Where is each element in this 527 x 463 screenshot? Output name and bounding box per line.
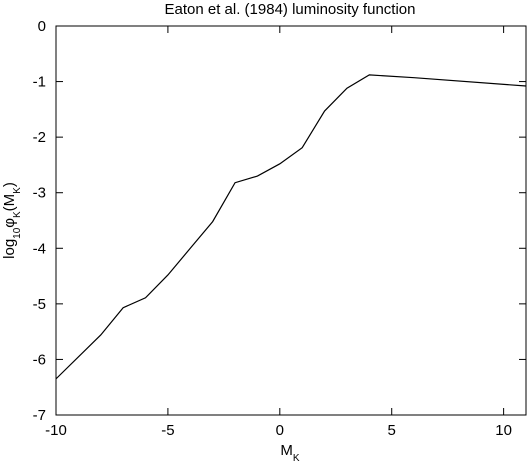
y-tick-label: -5 [33,296,46,313]
y-axis-label-part: K [12,211,23,218]
plot-frame [55,25,527,416]
x-tick-label: 10 [495,422,512,439]
y-axis-label-part: (M [1,194,18,212]
y-tick-label: -1 [33,74,46,91]
y-tick-label: -2 [33,129,46,146]
y-axis-label-part: ) [1,182,18,187]
y-tick-label: -7 [33,407,46,424]
x-axis-label: MK [280,442,300,463]
y-tick-label: -4 [33,240,46,257]
y-axis-label-part: 10 [12,227,23,239]
y-axis-label-part: K [12,187,23,194]
y-tick-label: 0 [38,18,46,35]
x-axis-label-part: M [280,442,293,459]
y-axis-label-part: log [1,239,18,259]
y-axis-label: log10φK(MK) [1,182,23,259]
y-tick-label: -3 [33,185,46,202]
chart-title: Eaton et al. (1984) luminosity function [165,1,416,18]
data-line [55,74,527,380]
y-axis-label-part: φ [1,218,18,228]
x-tick-label: 5 [388,422,396,439]
x-tick-label: 0 [276,422,284,439]
x-axis-label-part: K [293,453,300,463]
x-tick-label: -10 [45,422,67,439]
x-tick-label: -5 [161,422,174,439]
y-tick-label: -6 [33,351,46,368]
